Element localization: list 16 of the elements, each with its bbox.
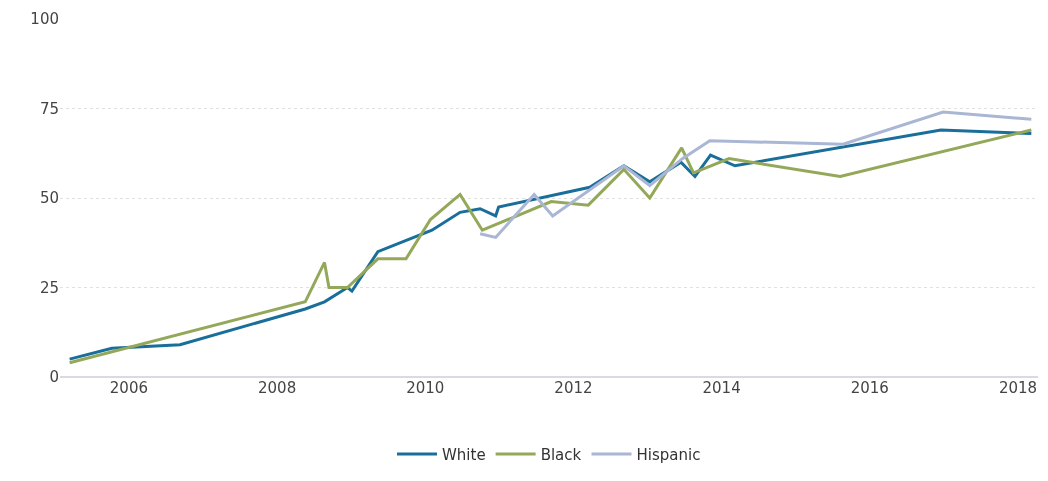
x-tick-label: 2012	[554, 379, 593, 397]
legend-label: Black	[540, 445, 582, 464]
x-tick-label: 2006	[109, 379, 148, 397]
legend-label: Hispanic	[636, 445, 701, 464]
x-tick-label: 2010	[406, 379, 445, 397]
y-tick-label: 25	[39, 278, 59, 297]
y-tick-label: 100	[30, 10, 59, 29]
y-tick-label: 75	[39, 99, 59, 118]
y-tick-label: 50	[39, 189, 59, 208]
x-tick-label: 2018	[998, 379, 1038, 397]
x-tick-label: 2016	[850, 379, 889, 397]
x-tick-label: 2008	[258, 379, 297, 397]
legend-label: White	[442, 445, 486, 464]
line-series	[478, 110, 1033, 239]
x-tick-label: 2014	[702, 379, 741, 397]
y-tick-label: 0	[49, 368, 59, 387]
